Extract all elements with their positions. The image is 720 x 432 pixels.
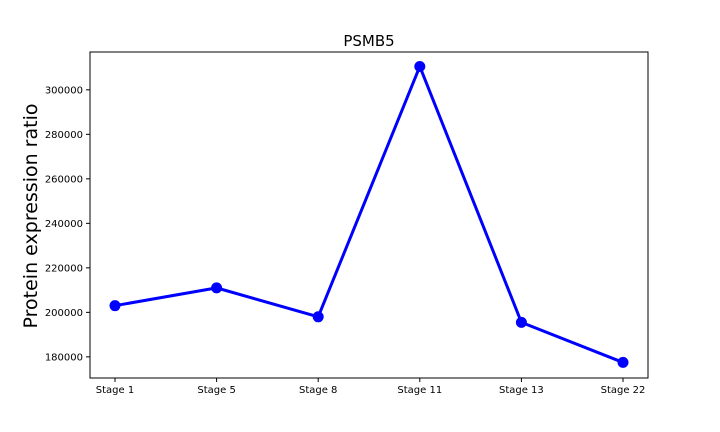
y-axis-label: Protein expression ratio (20, 104, 42, 329)
x-tick-label: Stage 11 (397, 385, 442, 396)
axes-frame (89, 51, 649, 379)
y-tick-label: 280000 (45, 130, 83, 141)
x-tick-label: Stage 1 (96, 385, 134, 396)
x-tick-label: Stage 13 (499, 385, 544, 396)
y-tick-label: 200000 (45, 308, 83, 319)
x-tick-label: Stage 8 (299, 385, 337, 396)
y-tick-label: 220000 (45, 263, 83, 274)
y-tick-label: 260000 (45, 174, 83, 185)
chart-title: PSMB5 (343, 32, 394, 50)
x-tick-label: Stage 22 (601, 385, 646, 396)
data-point (109, 300, 121, 312)
data-point (312, 311, 324, 323)
plot-area: 180000 200000 220000 240000 260000 280000 3000… (45, 51, 649, 396)
data-point (515, 316, 527, 328)
data-point (414, 60, 426, 72)
y-tick-label: 240000 (45, 219, 83, 230)
series-line (113, 64, 625, 364)
x-tick-label: Stage 5 (197, 385, 235, 396)
y-tick-label: 300000 (45, 85, 83, 96)
y-tick-label: 180000 (45, 352, 83, 363)
data-point (211, 282, 223, 294)
data-point (617, 356, 629, 368)
